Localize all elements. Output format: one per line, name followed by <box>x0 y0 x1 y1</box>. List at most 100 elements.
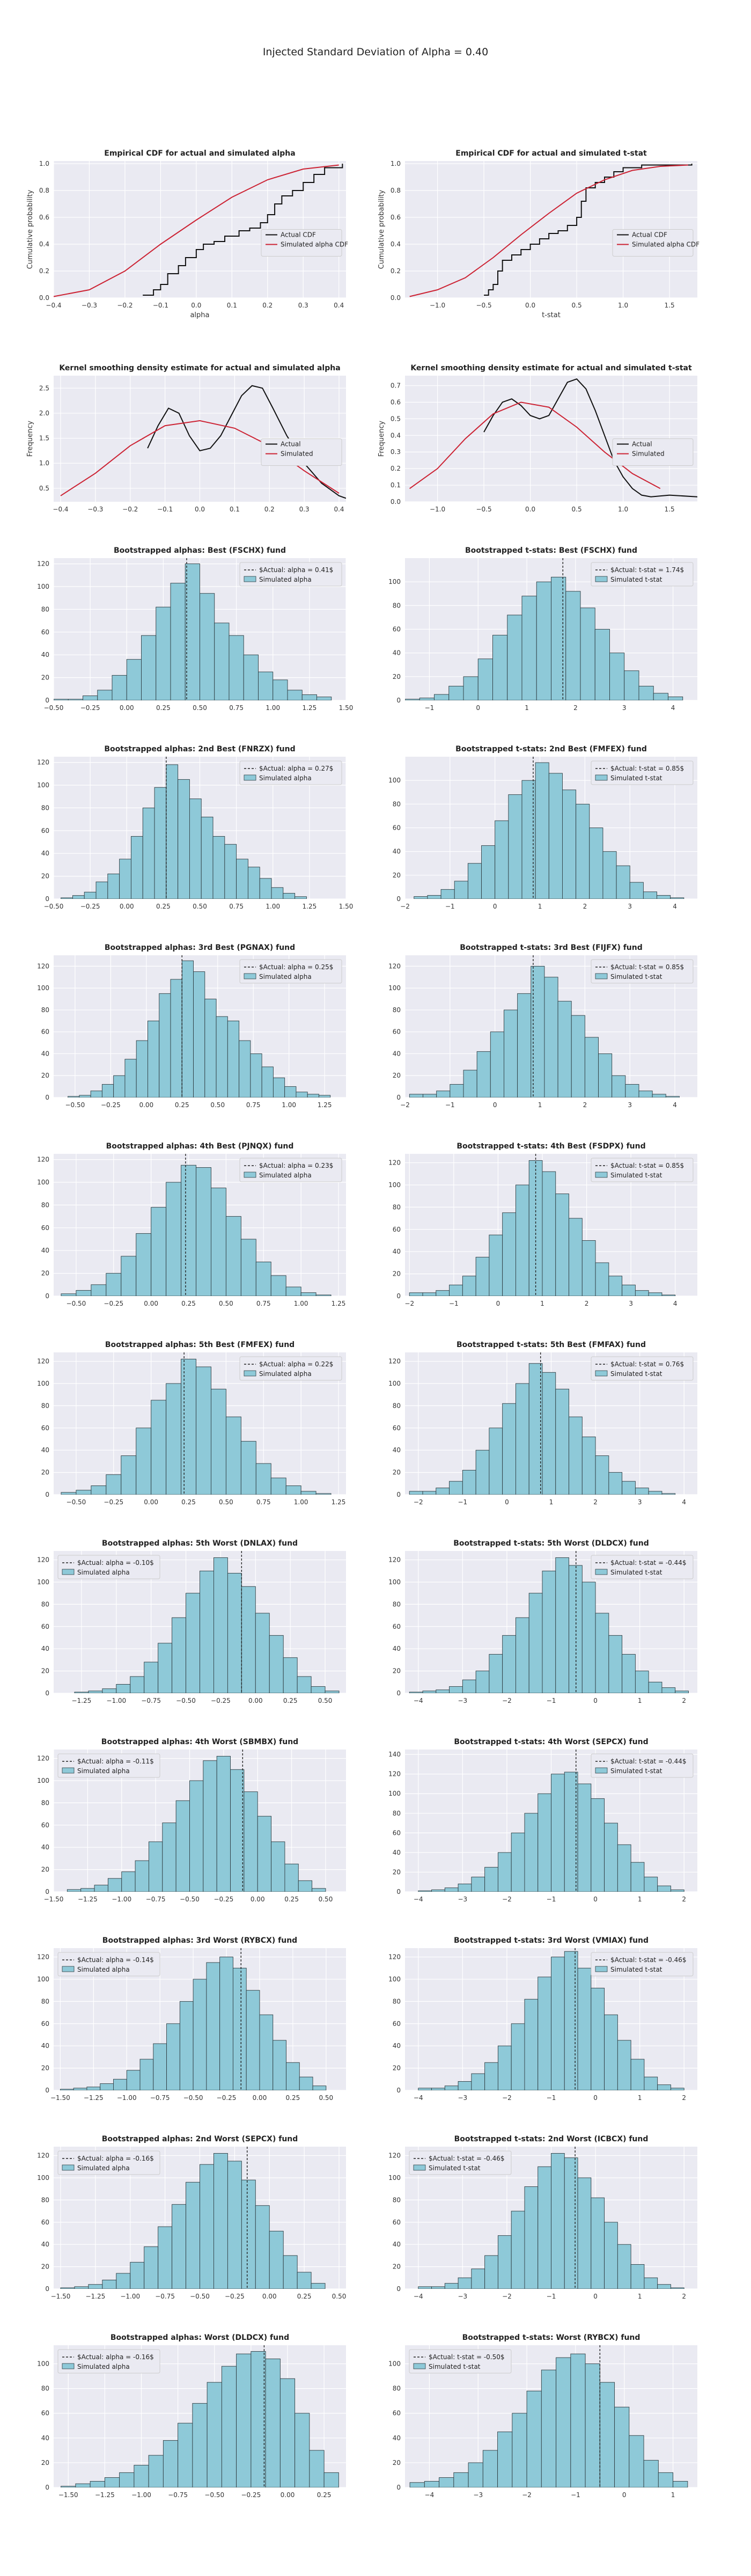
histogram-bar <box>638 686 654 700</box>
legend-box <box>239 1158 342 1182</box>
y-tick-label: 120 <box>37 1358 49 1365</box>
legend-label-actual: $Actual: alpha = -0.14$ <box>77 1956 154 1964</box>
histogram-bar <box>644 1877 658 1892</box>
histogram-bar <box>178 2423 193 2487</box>
histogram-bar <box>166 2023 180 2090</box>
legend-label-simulated: Simulated alpha <box>259 774 312 782</box>
y-tick-label: 40 <box>393 2434 401 2442</box>
histogram-bar <box>515 1383 529 1495</box>
y-tick-label: 0 <box>45 2087 49 2094</box>
legend-box <box>239 1356 342 1381</box>
histogram-bar <box>580 608 595 700</box>
histogram-bar <box>436 1689 450 1693</box>
histogram-bar <box>271 887 284 899</box>
histogram-bar <box>229 635 244 700</box>
histogram-bar <box>463 676 478 700</box>
histogram-bar <box>564 1772 578 1892</box>
y-tick-label: 120 <box>388 1770 401 1778</box>
legend-swatch-simulated <box>62 1767 75 1774</box>
x-tick-label: −1 <box>458 1498 467 1506</box>
y-tick-label: 0.5 <box>39 485 49 492</box>
x-tick-label: −1.00 <box>112 1896 131 1903</box>
histogram-bar <box>126 2070 141 2090</box>
histogram-bar <box>562 789 577 899</box>
y-tick-label: 60 <box>393 2020 401 2028</box>
histogram-bar <box>538 1977 551 2090</box>
histogram-bar <box>201 816 213 899</box>
histogram-bar <box>61 1492 77 1495</box>
x-tick-label: 0.0 <box>525 506 535 513</box>
panel-title: Bootstrapped t-stats: 2nd Worst (ICBCX) … <box>454 2135 649 2143</box>
y-tick-label: 40 <box>393 1446 401 1454</box>
x-tick-label: −1.50 <box>58 2491 78 2499</box>
histogram-bar <box>449 1481 463 1495</box>
histogram-bar <box>102 2279 117 2289</box>
x-tick-label: −1.25 <box>84 2094 104 2102</box>
legend-swatch-simulated <box>244 1172 256 1178</box>
y-tick-label: 60 <box>41 628 49 636</box>
histogram-bar <box>507 614 522 700</box>
x-tick-label: 0.50 <box>210 1101 225 1109</box>
y-tick-label: 60 <box>393 1829 401 1836</box>
histogram-bar <box>635 1290 649 1296</box>
histogram-bar <box>61 1293 77 1296</box>
legend-swatch-simulated <box>244 1370 256 1377</box>
legend-box <box>591 959 694 984</box>
histogram-bar <box>439 2477 454 2487</box>
panel-title: Bootstrapped alphas: Best (FSCHX) fund <box>114 546 286 555</box>
x-tick-label: −0.25 <box>211 1697 231 1704</box>
histogram-bar <box>635 1488 649 1495</box>
histogram-bar <box>625 1084 639 1097</box>
y-tick-label: 0.6 <box>391 398 401 406</box>
chart-panel-11: −0.50 −0.25 0.00 0.25 0.50 0.75 1.00 1.25 0 20 40 6… <box>37 1142 346 1307</box>
histogram-bar <box>517 993 532 1097</box>
histogram-bar <box>635 1671 649 1693</box>
y-tick-label: 20 <box>393 1072 401 1079</box>
histogram-bar <box>83 696 98 700</box>
y-tick-label: 20 <box>41 873 49 880</box>
histogram-bar <box>136 1428 152 1495</box>
panel-title: Bootstrapped t-stats: 2nd Best (FMFEX) f… <box>455 745 647 753</box>
histogram-bar <box>423 1094 437 1097</box>
legend-swatch-simulated <box>595 1569 608 1575</box>
histogram-bar <box>119 2472 135 2487</box>
histogram-bar <box>594 629 610 700</box>
x-tick-label: −0.25 <box>80 704 100 712</box>
histogram-bar <box>219 1957 233 2090</box>
histogram-bar <box>301 694 317 700</box>
histogram-bar <box>551 2153 565 2289</box>
y-tick-label: 60 <box>41 1224 49 1232</box>
x-tick-label: −0.1 <box>157 506 173 513</box>
histogram-bar <box>116 1684 131 1693</box>
x-tick-label: −0.75 <box>168 2491 188 2499</box>
histogram-bar <box>569 1565 583 1693</box>
histogram-bar <box>422 1690 437 1693</box>
y-tick-label: 60 <box>393 824 401 832</box>
y-tick-label: 0 <box>45 1094 49 1101</box>
legend-label-simulated: Simulated t-stat <box>610 1966 662 1973</box>
x-tick-label: −0.25 <box>104 1498 123 1506</box>
y-tick-label: 20 <box>41 1270 49 1277</box>
histogram-bar <box>614 2406 630 2487</box>
y-tick-label: 0 <box>396 2285 401 2293</box>
legend-box <box>612 229 694 257</box>
histogram-bar <box>492 635 508 700</box>
legend-swatch-simulated <box>595 576 608 582</box>
y-tick-label: 60 <box>393 1424 401 1432</box>
y-tick-label: 20 <box>393 1469 401 1476</box>
x-tick-label: 1.00 <box>294 1498 308 1506</box>
x-tick-label: −0.50 <box>204 2491 224 2499</box>
histogram-bar <box>259 2014 274 2090</box>
x-tick-label: −0.50 <box>44 704 64 712</box>
histogram-bar <box>584 1037 599 1097</box>
legend-swatch-simulated <box>413 2164 426 2171</box>
y-tick-label: 60 <box>393 2219 401 2226</box>
histogram-bar <box>135 1860 149 1892</box>
histogram-bar <box>166 764 179 899</box>
histogram-bar <box>565 591 581 700</box>
y-tick-label: 0 <box>396 895 401 903</box>
x-tick-label: 0.75 <box>246 1101 261 1109</box>
histogram-bar <box>577 2177 592 2289</box>
chart-panel-13: −0.50 −0.25 0.00 0.25 0.50 0.75 1.00 1.25 0 20 40 6… <box>37 1341 346 1506</box>
